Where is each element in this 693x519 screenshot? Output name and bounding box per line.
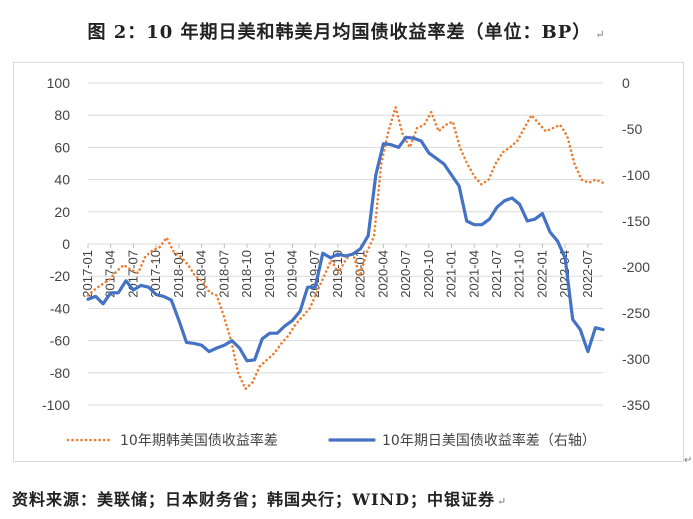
x-tick-label: 2017-04: [103, 250, 118, 298]
right-tick-label: -250: [622, 305, 650, 321]
left-tick-label: 0: [62, 236, 70, 252]
chart-frame: [13, 62, 684, 462]
right-tick-label: -350: [622, 397, 650, 413]
right-tick-label: -100: [622, 167, 650, 183]
right-tick-label: -50: [622, 121, 642, 137]
right-axis-ticks: 0 -50 -100 -150 -200 -250 -300 -350: [622, 75, 650, 413]
x-tick-label: 2018-07: [216, 250, 231, 298]
source-note: 资料来源：美联储；日本财务省；韩国央行；WIND；中银证券 ↵: [12, 486, 507, 510]
legend-label: 10年期日美国债收益率差（右轴）: [382, 432, 596, 449]
x-axis-ticks: 2017-01 2017-04 2017-07 2017-10 2018-01 2018-…: [80, 244, 595, 298]
series-line-jp-us: [86, 135, 605, 363]
x-tick-label: 2019-07: [307, 250, 322, 298]
left-tick-label: -20: [50, 268, 70, 284]
paragraph-mark-icon: ↵: [595, 28, 606, 41]
series-line-kr-us: [86, 105, 605, 391]
x-tick-label: 2021-01: [444, 250, 459, 298]
right-tick-label: -300: [622, 351, 650, 367]
x-tick-label: 2018-10: [239, 250, 254, 298]
x-tick-label: 2020-04: [375, 250, 390, 298]
left-tick-label: -40: [50, 300, 70, 316]
left-axis-ticks: 100 80 60 40 20 0 -20 -40 -60 -80 -100: [42, 75, 70, 413]
series-layer: [86, 105, 605, 391]
x-tick-label: 2019-04: [284, 250, 299, 298]
x-tick-label: 2021-04: [466, 250, 481, 298]
left-tick-label: 40: [54, 172, 70, 188]
left-tick-label: 80: [54, 107, 70, 123]
x-tick-label: 2022-01: [534, 250, 549, 298]
chart-title-text: 图 2：10 年期日美和韩美月均国债收益率差（单位：BP）: [87, 22, 592, 43]
left-tick-label: 60: [54, 139, 70, 155]
right-tick-label: -200: [622, 259, 650, 275]
left-tick-label: -60: [50, 333, 70, 349]
left-tick-label: 20: [54, 204, 70, 220]
x-tick-label: 2020-10: [421, 250, 436, 298]
x-tick-label: 2017-10: [148, 250, 163, 298]
x-tick-label: 2020-07: [398, 250, 413, 298]
gridlines: [88, 82, 603, 406]
left-tick-label: 100: [47, 75, 71, 91]
x-tick-label: 2021-10: [512, 250, 527, 298]
x-tick-label: 2018-04: [194, 250, 209, 298]
legend: 10年期韩美国债收益率差 10年期日美国债收益率差（右轴）: [66, 432, 596, 449]
x-tick-label: 2017-01: [80, 250, 95, 298]
left-tick-label: -100: [42, 397, 70, 413]
right-tick-label: 0: [622, 75, 630, 91]
source-text: 资料来源：美联储；日本财务省；韩国央行；WIND；中银证券: [12, 490, 495, 509]
x-tick-label: 2018-01: [171, 250, 186, 298]
left-tick-label: -80: [50, 365, 70, 381]
legend-label: 10年期韩美国债收益率差: [120, 432, 278, 449]
paragraph-mark-icon: ↵: [496, 495, 508, 508]
chart-title: 图 2：10 年期日美和韩美月均国债收益率差（单位：BP） ↵: [0, 18, 693, 44]
right-tick-label: -150: [622, 213, 650, 229]
x-tick-label: 2022-07: [580, 250, 595, 298]
paragraph-mark-icon: ↵: [684, 455, 693, 466]
x-tick-label: 2021-07: [489, 250, 504, 298]
x-tick-label: 2019-01: [262, 250, 277, 298]
